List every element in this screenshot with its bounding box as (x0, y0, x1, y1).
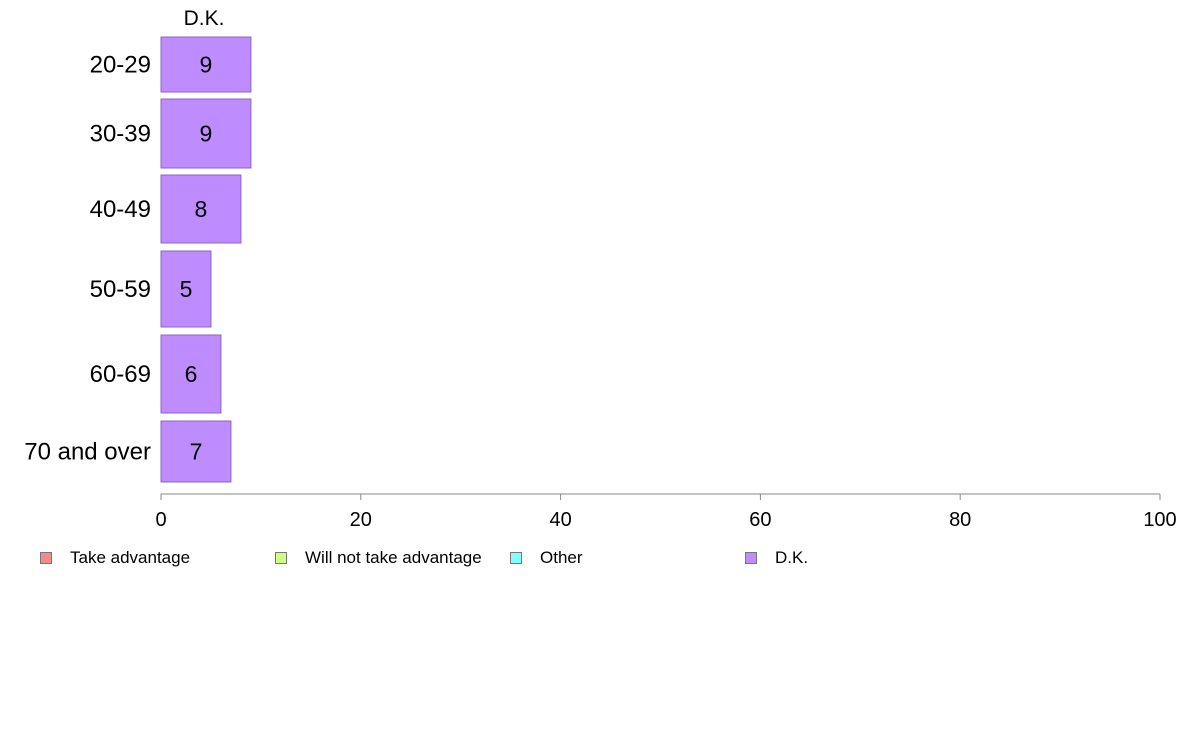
data-label: 7 (190, 439, 203, 465)
category-label: 20-29 (90, 52, 151, 79)
legend-item-other: Other (510, 548, 583, 568)
category-label: 50-59 (90, 276, 151, 303)
panel-title: D.K. (184, 7, 225, 30)
category-label: 60-69 (90, 361, 151, 388)
data-label: 8 (195, 196, 208, 222)
legend-label: Will not take advantage (305, 548, 482, 567)
bar-40-49 (160, 174, 242, 244)
bar-30-39 (160, 98, 252, 169)
bar-50-59 (160, 250, 212, 328)
legend-swatch (745, 552, 757, 564)
data-label: 6 (185, 361, 198, 387)
category-label: 40-49 (90, 196, 151, 223)
legend-label: Other (540, 548, 583, 567)
x-tick-label: 60 (749, 509, 771, 531)
category-label: 30-39 (90, 121, 151, 148)
x-tick-label: 80 (949, 509, 971, 531)
bar-chart: D.K. 9 20-29 9 30-39 8 40-49 5 50-59 6 60-69 7 70 a… (24, 7, 1177, 531)
x-axis: 0 20 40 60 80 100 (155, 493, 1177, 531)
legend-label: Take advantage (70, 548, 191, 567)
bar-60-69 (160, 334, 222, 414)
legend-item-will-not-take-advantage: Will not take advantage (275, 548, 482, 568)
legend-item-dk: D.K. (745, 548, 808, 568)
legend-swatch (40, 552, 52, 564)
legend-item-take-advantage: Take advantage (40, 548, 190, 568)
x-tick-label: 40 (549, 509, 571, 531)
legend-swatch (510, 552, 522, 564)
legend: Take advantage Will not take advantage O… (0, 548, 1188, 568)
bar-70-and-over (160, 420, 232, 483)
x-tick-label: 100 (1143, 509, 1176, 531)
legend-swatch (275, 552, 287, 564)
x-tick-label: 20 (350, 509, 372, 531)
x-tick-label: 0 (155, 509, 166, 531)
data-label: 5 (180, 276, 193, 302)
bar-20-29 (160, 36, 252, 93)
legend-label: D.K. (775, 548, 809, 567)
data-label: 9 (200, 52, 213, 78)
data-label: 9 (200, 121, 213, 147)
category-label: 70 and over (24, 439, 151, 466)
